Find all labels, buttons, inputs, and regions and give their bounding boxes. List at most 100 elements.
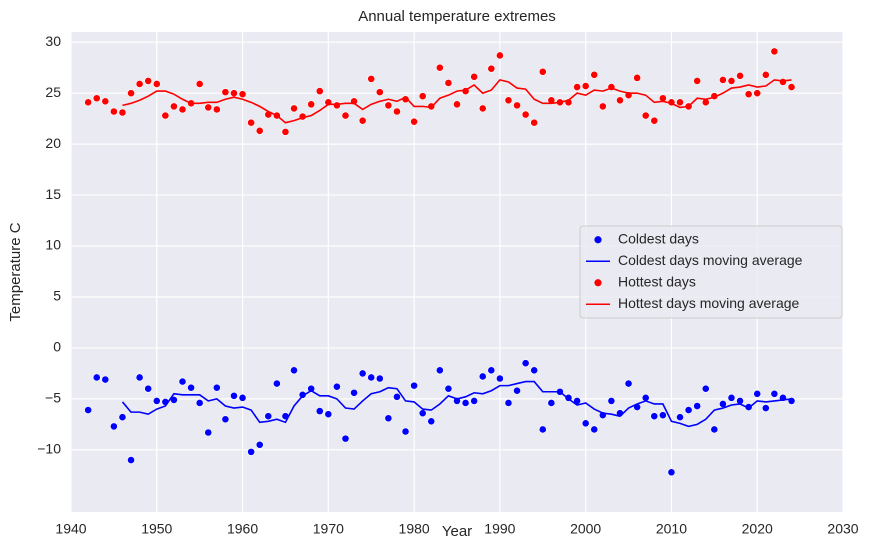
data-point: [375, 374, 384, 383]
y-tick-label: 5: [53, 288, 61, 304]
data-point: [684, 406, 693, 414]
data-point: [272, 379, 281, 388]
data-point: [255, 126, 264, 135]
y-tick-label: −5: [45, 390, 61, 406]
data-point: [538, 425, 547, 434]
moving-average-line: [121, 380, 792, 428]
data-point: [135, 373, 144, 382]
data-point: [135, 80, 144, 88]
data-point: [118, 108, 127, 117]
data-point: [676, 98, 684, 107]
x-tick-label: 1960: [227, 521, 258, 537]
data-point: [109, 107, 118, 116]
legend-label: Hottest days moving average: [618, 295, 800, 311]
data-point: [693, 402, 702, 410]
data-point: [230, 391, 238, 400]
data-point: [495, 374, 504, 383]
data-point: [204, 428, 213, 437]
data-point: [84, 98, 93, 107]
data-point: [358, 369, 367, 378]
data-point: [719, 75, 727, 84]
x-tick-label: 2020: [742, 521, 773, 537]
data-point: [521, 110, 530, 119]
data-point: [247, 447, 256, 456]
data-point: [581, 419, 590, 428]
data-point: [676, 413, 684, 422]
data-point: [761, 70, 770, 79]
data-point: [238, 90, 247, 99]
data-point: [247, 118, 256, 127]
data-point: [435, 366, 444, 375]
data-point: [633, 73, 642, 82]
x-tick-label: 1940: [55, 521, 86, 537]
data-point: [92, 373, 101, 382]
data-point: [333, 382, 341, 391]
data-point: [727, 393, 736, 402]
y-tick-label: 30: [45, 33, 61, 49]
data-point: [195, 80, 204, 88]
data-point: [350, 388, 358, 397]
data-point: [127, 89, 135, 98]
data-point: [170, 102, 178, 111]
data-point: [315, 407, 324, 416]
data-point: [393, 107, 401, 116]
data-point: [650, 412, 659, 421]
data-point: [427, 417, 436, 426]
data-point: [513, 101, 521, 110]
x-tick-label: 1950: [141, 521, 172, 537]
data-point: [144, 384, 153, 393]
data-point: [307, 100, 316, 109]
data-point: [504, 399, 513, 407]
data-point: [530, 366, 539, 375]
data-point: [144, 77, 153, 85]
data-point: [624, 379, 633, 388]
data-point: [744, 90, 753, 99]
x-tick-label: 2010: [656, 521, 687, 537]
data-point: [418, 409, 427, 418]
legend: Coldest days Coldest days moving average H…: [579, 225, 843, 319]
data-point: [693, 77, 702, 85]
data-point: [470, 397, 479, 405]
data-point: [753, 89, 762, 98]
data-point: [547, 399, 556, 407]
data-point: [84, 406, 93, 414]
data-point: [341, 111, 350, 120]
data-point: [598, 102, 607, 111]
data-point: [230, 89, 238, 98]
data-point: [298, 390, 307, 399]
data-point: [538, 67, 547, 76]
data-point: [667, 468, 676, 477]
data-point: [178, 377, 187, 386]
data-point: [127, 456, 135, 464]
data-point: [92, 94, 101, 103]
data-point: [701, 384, 710, 393]
legend-label: Coldest days moving average: [618, 252, 803, 268]
y-tick-label: −10: [37, 441, 61, 457]
data-point: [779, 78, 787, 86]
data-point: [504, 96, 513, 105]
chart-title: Annual temperature extremes: [358, 8, 556, 25]
data-point: [212, 105, 221, 114]
x-tick-label: 2030: [827, 521, 858, 537]
data-point: [650, 116, 659, 125]
data-point: [264, 412, 273, 421]
x-tick-label: 1980: [399, 521, 430, 537]
data-point: [101, 97, 110, 106]
data-point: [787, 83, 796, 91]
legend-marker: [594, 236, 602, 244]
data-point: [393, 392, 401, 401]
y-tick-label: 25: [45, 84, 61, 100]
data-point: [495, 51, 504, 60]
legend-marker: [594, 279, 602, 287]
data-point: [307, 384, 316, 393]
data-point: [410, 381, 419, 390]
y-tick-label: 10: [45, 237, 61, 253]
data-point: [487, 64, 496, 73]
data-point: [590, 425, 599, 434]
data-point: [238, 393, 247, 402]
data-point: [401, 427, 410, 436]
data-point: [341, 434, 350, 443]
data-point: [221, 415, 230, 424]
data-point: [616, 96, 624, 105]
